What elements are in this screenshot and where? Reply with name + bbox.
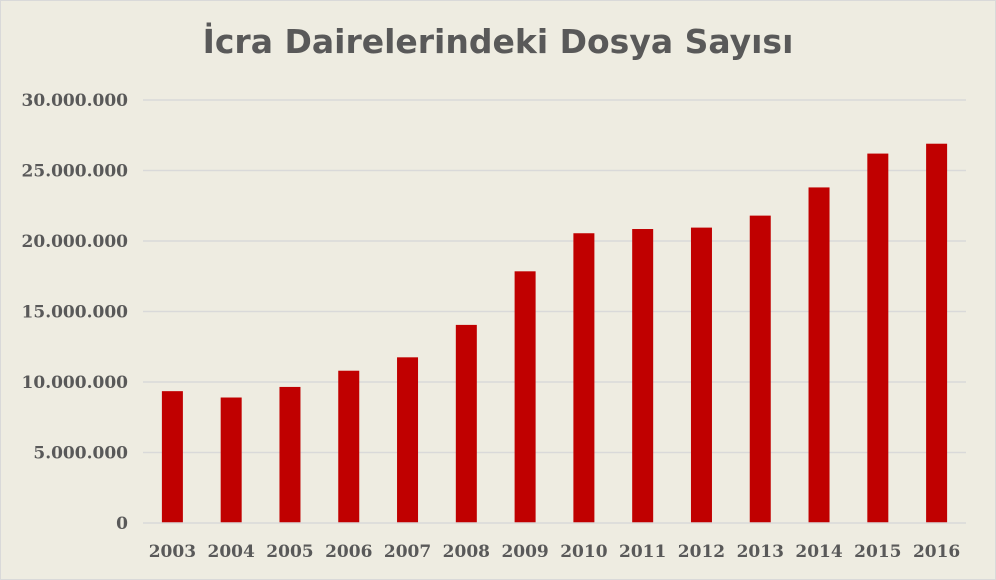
x-tick-label: 2014 [795, 542, 842, 562]
gridlines [143, 99, 966, 454]
y-tick-label: 15.000.000 [22, 303, 129, 323]
y-tick-label: 0 [116, 514, 128, 534]
bar-2004 [220, 397, 242, 523]
bar-2013 [749, 215, 771, 523]
bar-2010 [573, 233, 595, 523]
bar-2008 [455, 324, 477, 523]
chart-title: İcra Dairelerindeki Dosya Sayısı [202, 22, 794, 61]
y-tick-label: 20.000.000 [22, 232, 129, 252]
bars [161, 143, 948, 524]
bar-2016 [926, 143, 948, 523]
bar-2005 [279, 386, 301, 523]
y-tick-label: 25.000.000 [22, 162, 129, 182]
x-tick-label: 2008 [443, 542, 490, 562]
x-tick-label: 2013 [737, 542, 784, 562]
x-tick-label: 2012 [678, 542, 725, 562]
bar-2014 [808, 187, 830, 524]
bar-2006 [338, 370, 360, 523]
y-axis-tick-labels: 0 5.000.000 10.000.000 15.000.000 20.000.000… [22, 91, 129, 534]
y-tick-label: 5.000.000 [33, 444, 128, 464]
x-tick-label: 2010 [560, 542, 607, 562]
bar-2009 [514, 271, 536, 523]
x-tick-label: 2003 [149, 542, 196, 562]
x-tick-label: 2011 [619, 542, 666, 562]
x-axis-tick-labels: 2003 2004 2005 2006 2007 2008 2009 2010 2011 2012… [149, 542, 961, 562]
bar-2007 [397, 357, 419, 523]
x-tick-label: 2005 [266, 542, 313, 562]
x-tick-label: 2016 [913, 542, 960, 562]
x-tick-label: 2007 [384, 542, 431, 562]
x-tick-label: 2015 [854, 542, 901, 562]
bar-2003 [161, 391, 183, 523]
x-tick-label: 2004 [208, 542, 255, 562]
bar-2011 [632, 229, 654, 523]
y-tick-label: 10.000.000 [22, 373, 129, 393]
x-tick-label: 2009 [501, 542, 548, 562]
x-tick-label: 2006 [325, 542, 372, 562]
bar-2015 [867, 153, 889, 523]
bar-2012 [690, 227, 712, 524]
y-tick-label: 30.000.000 [22, 91, 129, 111]
